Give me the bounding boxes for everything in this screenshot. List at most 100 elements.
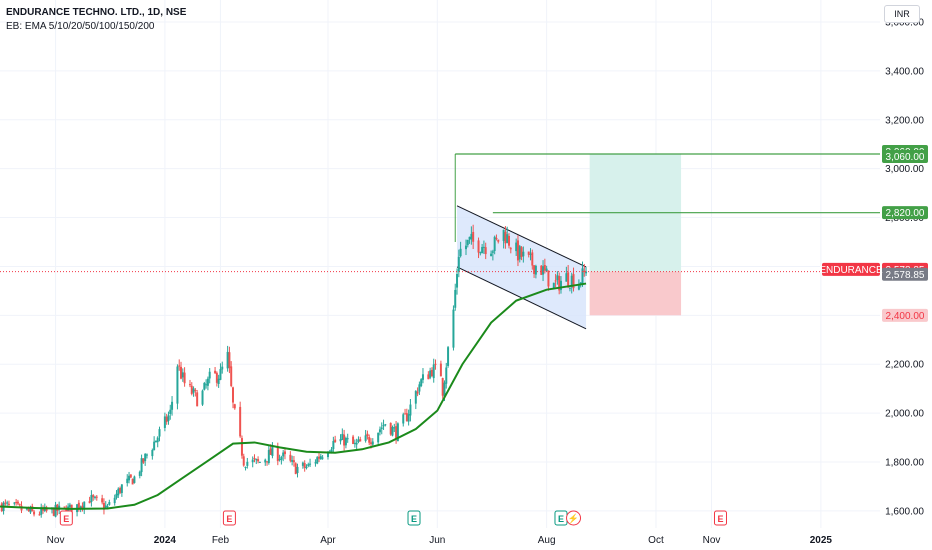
earnings-marker[interactable]: E [554, 510, 568, 526]
candle [255, 458, 258, 465]
candle-body [205, 384, 208, 386]
candle-body [154, 440, 157, 443]
candle-body [169, 409, 172, 414]
indicator-title[interactable]: EB: EMA 5/10/20/50/100/150/200 [6, 21, 155, 32]
candle [93, 495, 96, 500]
candle-body [404, 413, 407, 415]
candle-body [547, 270, 550, 287]
candle-body [163, 416, 166, 428]
candle-body [579, 282, 582, 284]
candle [81, 502, 84, 512]
candle-body [481, 247, 484, 254]
candle-body [294, 463, 297, 475]
candle [165, 413, 168, 425]
candle-body [276, 446, 279, 462]
candle [16, 499, 19, 506]
candle-body [477, 240, 480, 253]
candle [292, 456, 295, 467]
candle-body [344, 437, 347, 446]
candle [282, 449, 285, 462]
earnings-marker[interactable]: E [59, 510, 73, 526]
position-zones [589, 154, 682, 316]
candle [482, 240, 485, 254]
candle-body [226, 351, 229, 369]
dividend-marker[interactable]: ⚡ [566, 510, 582, 526]
candle-body [117, 488, 120, 496]
price-label-bg [882, 149, 928, 163]
earnings-label: E [558, 514, 564, 524]
earnings-marker[interactable]: E [407, 510, 421, 526]
candle-body [95, 496, 98, 498]
candle-body [305, 466, 308, 469]
dividend-badge [566, 510, 582, 526]
candle-body [289, 454, 292, 461]
candle-body [93, 496, 96, 498]
candle-body [352, 436, 355, 444]
candle [117, 487, 120, 498]
candle [429, 367, 432, 380]
candle-body [533, 265, 536, 274]
price-label-text: 2,820.00 [886, 208, 925, 219]
candle-body [456, 274, 459, 288]
candle-body [221, 366, 224, 370]
candle-body [208, 371, 211, 379]
candle-body [355, 442, 358, 445]
candle-body [585, 271, 588, 274]
candle [559, 276, 562, 294]
candle-body [228, 352, 231, 369]
candle-body [543, 265, 546, 271]
candle [491, 249, 494, 261]
candle [119, 486, 122, 494]
candle [468, 236, 471, 244]
earnings-marker[interactable]: E [222, 510, 236, 526]
chart-legend: ENDURANCE TECHNO. LTD., 1D, NSE EB: EMA … [6, 6, 186, 34]
candle [529, 248, 532, 261]
candle [183, 367, 186, 387]
candle-body [572, 274, 575, 289]
candle [534, 264, 537, 279]
candle [434, 359, 437, 370]
candle-body [459, 248, 462, 257]
candle [244, 466, 247, 471]
candle [226, 345, 229, 372]
candle [452, 305, 455, 351]
candle [384, 423, 387, 427]
price-tick-label: 3,600.00 [885, 18, 924, 29]
candle [565, 266, 568, 282]
horizontal-lines [0, 153, 880, 273]
candle-body [357, 439, 360, 443]
candle [393, 423, 396, 433]
candle-body [145, 454, 148, 456]
candle [518, 244, 521, 263]
candle [231, 386, 234, 409]
candle-body [133, 476, 136, 483]
symbol-tag-text: ENDURANCE [819, 265, 883, 276]
candle [404, 408, 407, 415]
candle [151, 448, 154, 460]
earnings-marker[interactable]: E [713, 510, 727, 526]
currency-button[interactable]: INR [884, 5, 920, 23]
symbol-title[interactable]: ENDURANCE TECHNO. LTD., 1D, NSE [6, 7, 187, 18]
candle-body [244, 466, 247, 468]
candle-body [490, 253, 493, 257]
candle [33, 509, 36, 517]
candle [418, 381, 421, 395]
candle-body [402, 414, 405, 424]
candle-body [242, 456, 245, 466]
candle [497, 239, 500, 244]
candle-body [508, 235, 511, 246]
candle-body [484, 247, 487, 255]
candle [101, 494, 104, 505]
candle-body [482, 246, 485, 248]
candle [90, 490, 93, 507]
candle [543, 258, 546, 274]
candle-body [233, 404, 236, 409]
candle [427, 371, 430, 380]
candle-body [366, 433, 369, 437]
candle [332, 436, 335, 454]
candle-body [432, 364, 435, 379]
candle-body [570, 275, 573, 288]
candle [280, 455, 283, 465]
